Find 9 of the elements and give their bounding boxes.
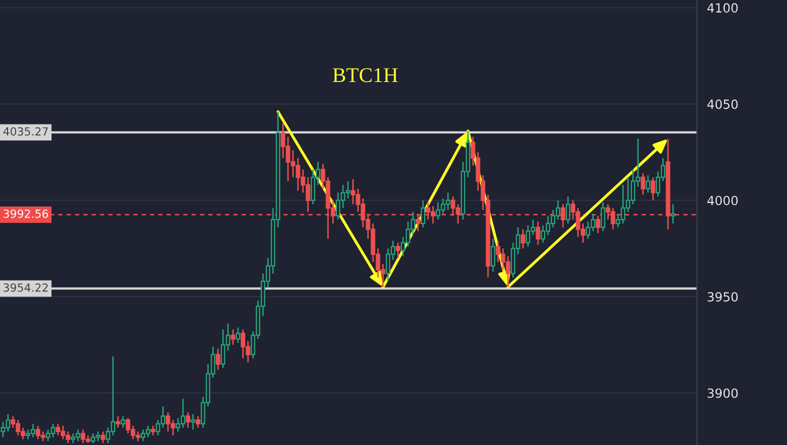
- ref-line-label: 4035.27: [3, 127, 48, 136]
- ref-line-label: 3992.56: [4, 210, 48, 218]
- text: BTC1H: [332, 68, 398, 82]
- y-tick-label: 3900: [708, 388, 738, 398]
- y-tick-label: 3950: [708, 292, 738, 302]
- ref-line-label: 3954.22: [4, 283, 48, 292]
- y-tick-label: 4050: [707, 100, 738, 109]
- y-tick-label: 4000: [707, 196, 738, 206]
- y-tick-label: 4100: [707, 3, 738, 13]
